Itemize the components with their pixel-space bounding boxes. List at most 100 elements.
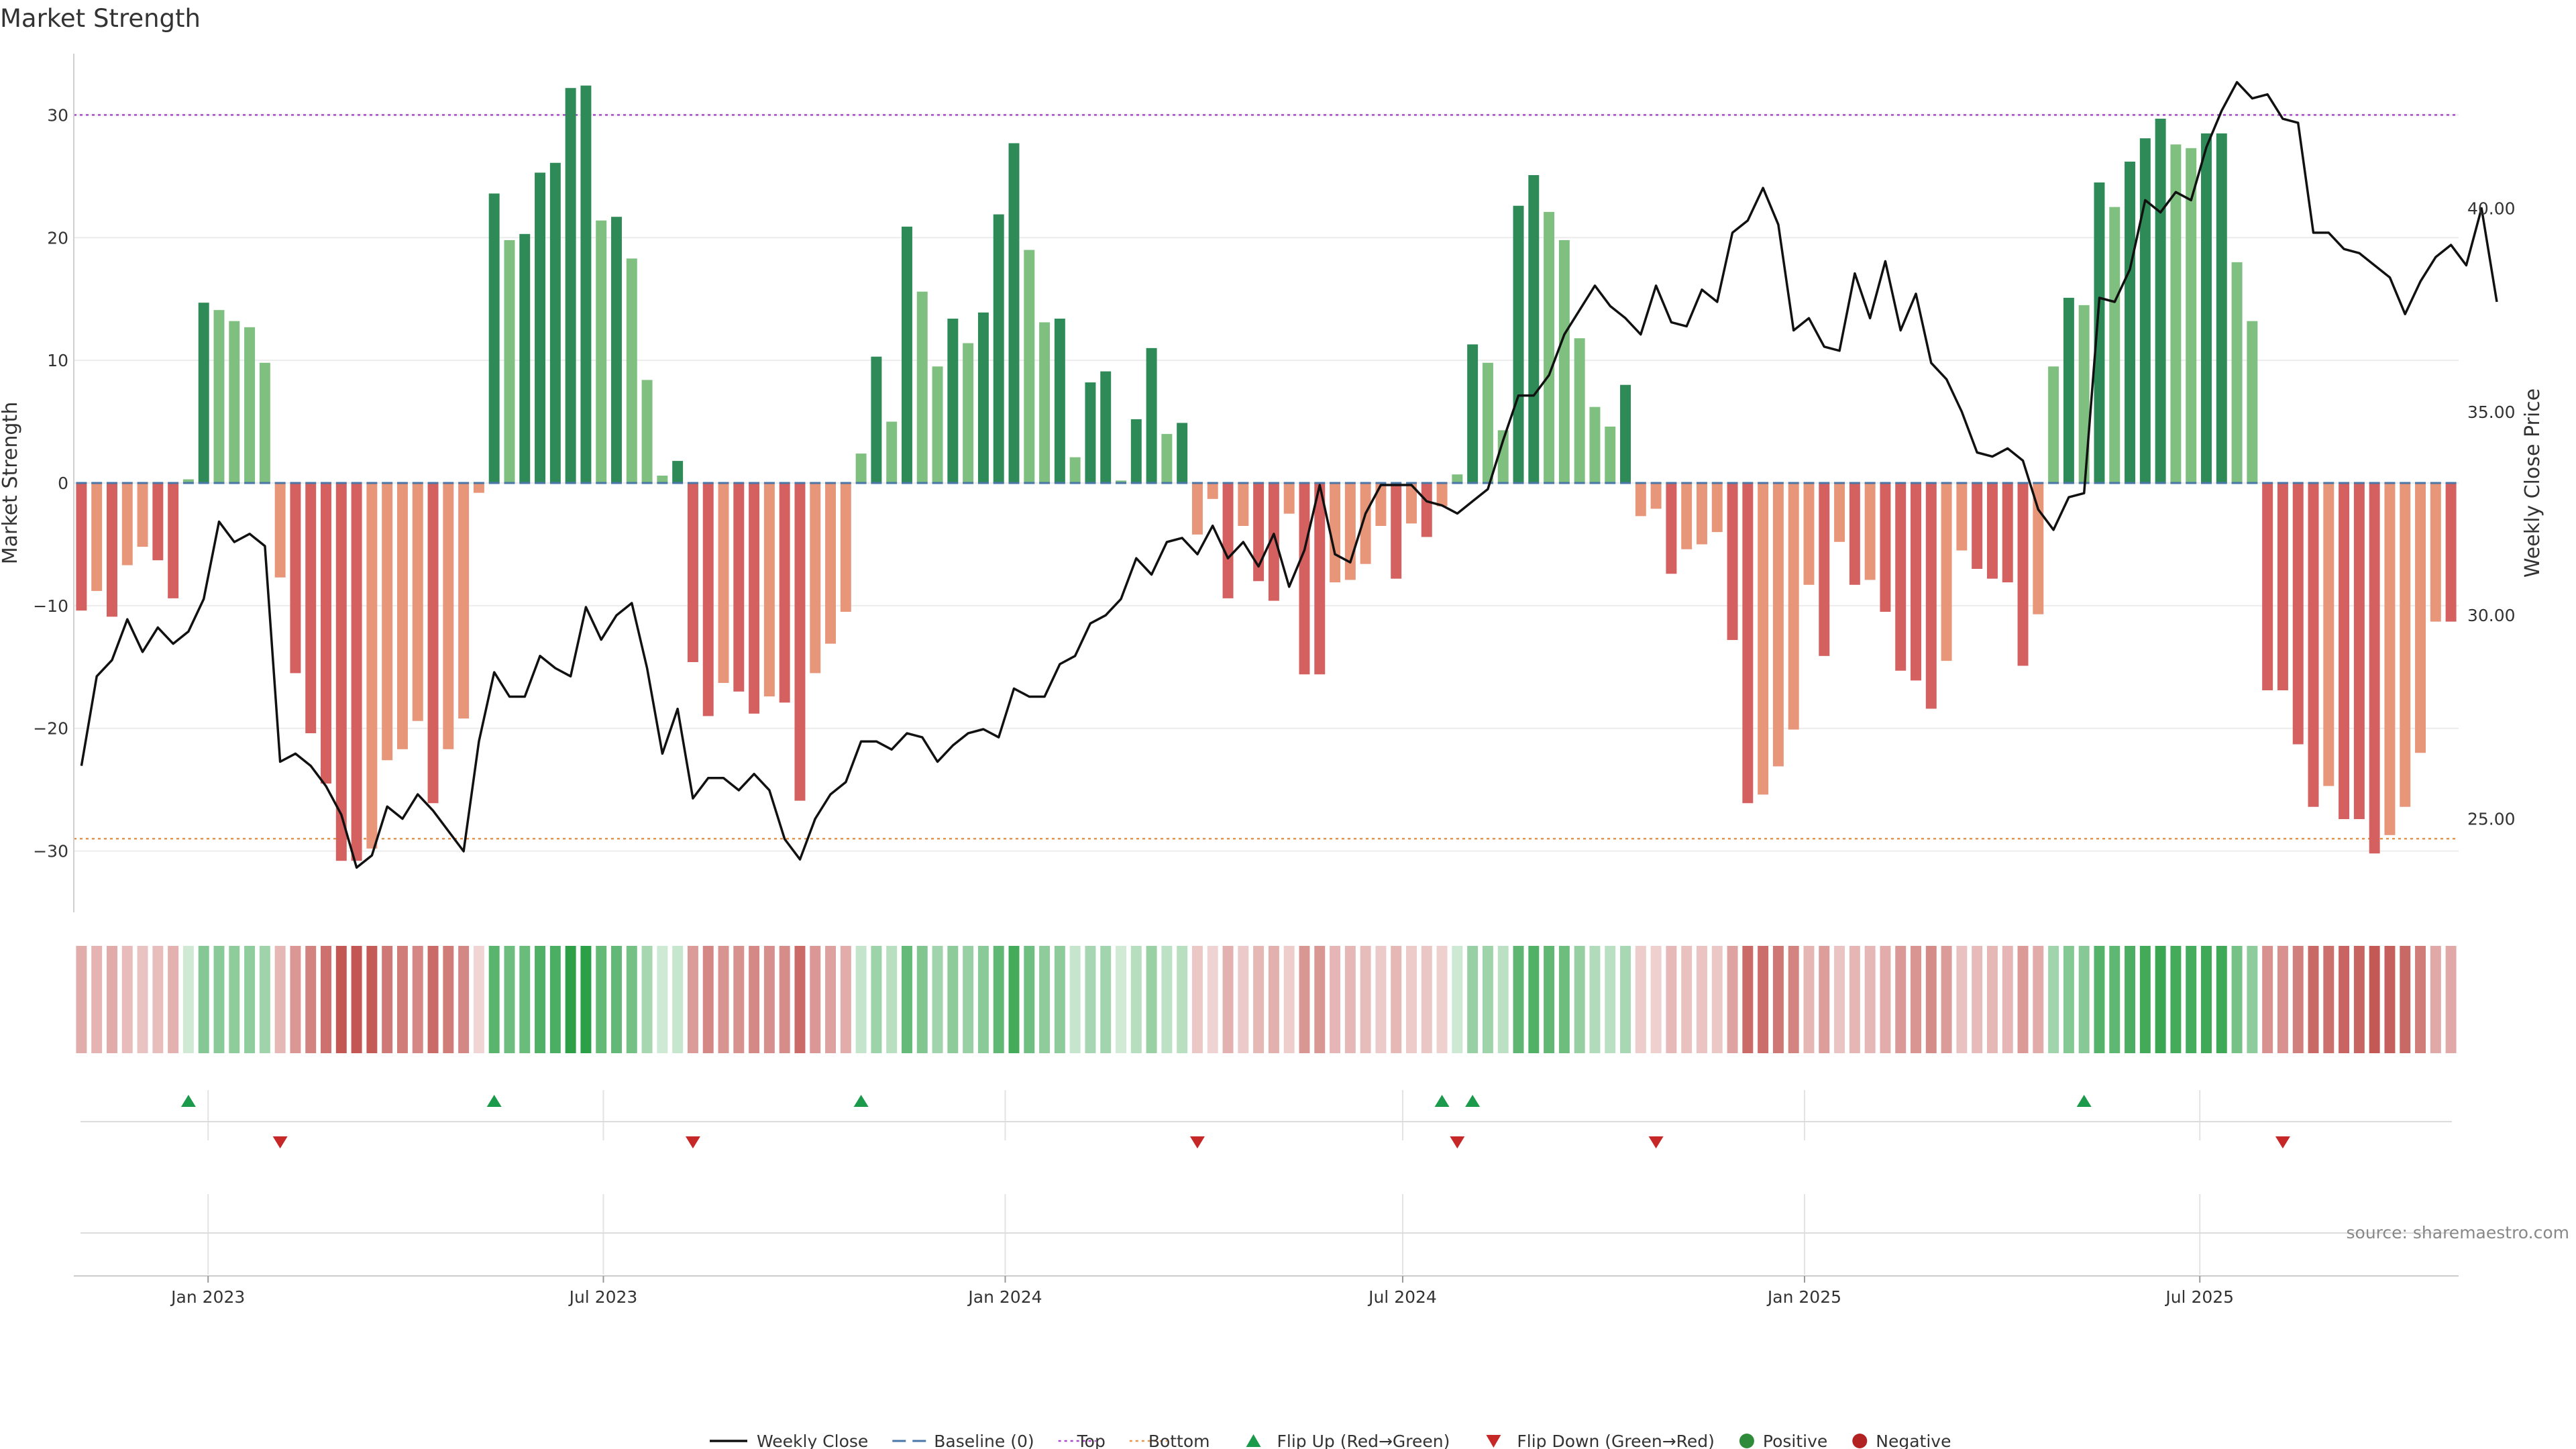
strength-bar xyxy=(2216,133,2227,483)
heat-cell xyxy=(1849,946,1860,1053)
strength-bar xyxy=(137,483,148,547)
strength-bar xyxy=(321,483,331,784)
strength-bar xyxy=(993,214,1004,483)
heat-cell xyxy=(2002,946,2013,1053)
heat-cell xyxy=(2277,946,2288,1053)
strength-bar xyxy=(1421,483,1432,537)
heat-cell xyxy=(2170,946,2182,1053)
strength-bar xyxy=(2277,483,2288,691)
heat-cell xyxy=(840,946,851,1053)
strength-bar xyxy=(687,483,698,662)
strength-bar xyxy=(749,483,760,714)
strength-bar xyxy=(152,483,164,561)
legend-label: Flip Up (Red→Green) xyxy=(1277,1432,1450,1449)
strength-bar xyxy=(657,476,668,483)
heat-cell xyxy=(1803,946,1815,1053)
strength-bar xyxy=(213,310,225,483)
heat-cell xyxy=(672,946,684,1053)
strength-bar xyxy=(259,362,270,483)
heat-cell xyxy=(1864,946,1876,1053)
heat-cell xyxy=(321,946,331,1053)
strength-bar xyxy=(1834,483,1845,542)
strength-bar xyxy=(488,193,500,483)
y2-axis-label: Weekly Close Price xyxy=(2521,388,2544,578)
strength-bar xyxy=(1849,483,1860,585)
strength-bar xyxy=(1069,457,1081,483)
heat-cell xyxy=(549,946,561,1053)
heat-cell xyxy=(1238,946,1249,1053)
legend-item: Baseline (0) xyxy=(892,1432,1034,1449)
heat-cell xyxy=(1589,946,1601,1053)
heat-cell xyxy=(1497,946,1509,1053)
strength-bar xyxy=(963,343,974,483)
strength-bar xyxy=(886,421,898,483)
heat-cell xyxy=(1222,946,1234,1053)
legend: Weekly Close Baseline (0) Top Bottom Flip Up… xyxy=(710,1432,1951,1449)
strength-bar xyxy=(549,162,561,483)
heat-cell xyxy=(794,946,806,1053)
legend-triangle-up-icon xyxy=(1246,1434,1261,1447)
heat-cell xyxy=(2033,946,2044,1053)
heat-cell xyxy=(488,946,500,1053)
heat-cell xyxy=(1008,946,1020,1053)
strength-bar xyxy=(1696,483,1707,545)
strength-bar xyxy=(2139,138,2151,483)
flip-up-marker xyxy=(486,1095,502,1107)
strength-bar xyxy=(1008,143,1020,483)
heat-cell xyxy=(519,946,531,1053)
y2-tick-label: 40.00 xyxy=(2467,199,2516,219)
heat-cell xyxy=(1727,946,1738,1053)
heat-cell xyxy=(1544,946,1555,1053)
heat-cell xyxy=(2445,946,2457,1053)
strength-bar xyxy=(168,483,179,598)
heat-cell xyxy=(2430,946,2441,1053)
heat-cell xyxy=(1911,946,1921,1053)
heat-cell xyxy=(2201,946,2212,1053)
heat-cell xyxy=(1819,946,1830,1053)
strength-bar xyxy=(1222,483,1234,598)
strength-bar xyxy=(1100,371,1112,483)
strength-bar xyxy=(244,327,256,483)
legend-label: Positive xyxy=(1763,1432,1827,1449)
heat-cell xyxy=(121,946,133,1053)
flip-down-marker xyxy=(1189,1136,1205,1148)
strength-bar xyxy=(779,483,790,703)
heat-cell xyxy=(1391,946,1402,1053)
strength-bar xyxy=(305,483,317,734)
strength-bar xyxy=(1253,483,1265,582)
heat-cell xyxy=(76,946,87,1053)
heat-cell xyxy=(1880,946,1891,1053)
heat-cell xyxy=(427,946,439,1053)
strength-bar xyxy=(1375,483,1387,526)
heat-cell xyxy=(244,946,256,1053)
heat-cell xyxy=(137,946,148,1053)
strength-bar xyxy=(2094,182,2105,483)
heat-cell xyxy=(1650,946,1662,1053)
strength-bar xyxy=(458,483,470,719)
flip-down-marker xyxy=(2275,1136,2290,1148)
strength-bar xyxy=(2308,483,2319,807)
heat-cell xyxy=(2369,946,2380,1053)
strength-bar xyxy=(1207,483,1218,499)
strength-bar xyxy=(1360,483,1371,564)
strength-bar xyxy=(2170,144,2182,484)
strength-bar xyxy=(1024,250,1035,483)
strength-bar xyxy=(1620,384,1631,483)
strength-bar xyxy=(1727,483,1738,641)
strength-bar xyxy=(427,483,439,804)
heat-cell xyxy=(932,946,943,1053)
y2-tick-label: 30.00 xyxy=(2467,606,2516,625)
strength-bar xyxy=(1635,483,1646,517)
legend-triangle-down-icon xyxy=(1486,1435,1501,1448)
reference-lines xyxy=(74,114,2459,840)
flip-up-marker xyxy=(180,1095,196,1107)
heat-cell xyxy=(1925,946,1937,1053)
y-tick-label: 0 xyxy=(58,474,68,493)
heat-cell xyxy=(1177,946,1188,1053)
heat-cell xyxy=(1452,946,1463,1053)
legend-circle-icon xyxy=(1739,1434,1754,1448)
y2-axis: 25.00 30.00 35.00 40.00 xyxy=(2467,199,2516,829)
heat-cell xyxy=(2186,946,2197,1053)
heat-cell xyxy=(1513,946,1524,1053)
strength-bar xyxy=(473,483,484,493)
